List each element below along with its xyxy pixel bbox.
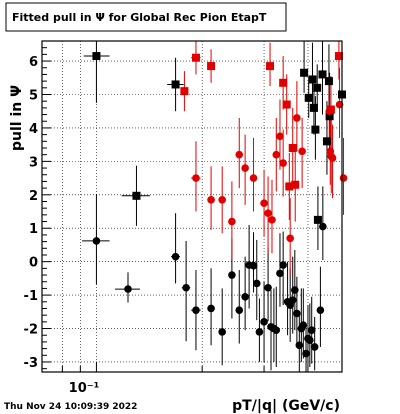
data-point-circle [302, 349, 310, 358]
data-point-circle [264, 209, 272, 217]
data-point-circle [276, 132, 284, 141]
y-tick-label: 3 [29, 155, 38, 170]
data-point-circle [291, 286, 299, 294]
data-point-circle [92, 237, 101, 245]
data-point-circle [171, 252, 180, 261]
data-point-square [191, 53, 200, 62]
footer-timestamp: Thu Nov 24 10:09:39 2022 [4, 402, 137, 412]
data-point-square [313, 83, 322, 92]
data-point-square [308, 75, 317, 84]
data-point-circle [124, 285, 132, 293]
y-axis-label: pull in Ψ [9, 85, 25, 151]
data-point-circle [295, 341, 304, 350]
data-point-circle [288, 296, 297, 304]
data-point-square [279, 78, 288, 87]
data-point-square [132, 191, 141, 200]
plot-frame [41, 40, 343, 373]
data-point-square [266, 62, 275, 71]
y-tick-label: 6 [29, 55, 38, 70]
data-point-circle [276, 269, 284, 278]
data-point-circle [286, 234, 294, 243]
data-point-circle [279, 159, 287, 167]
tick-layer: -3 -2 -1 0 1 2 3 4 5 6 [24, 47, 309, 372]
data-point-circle [228, 271, 236, 279]
data-point-circle [182, 283, 190, 292]
x-axis-label: pT/|q| (GeV/c) [232, 398, 340, 414]
data-point-square [325, 112, 334, 121]
data-point-circle [260, 199, 268, 207]
data-point-circle [328, 154, 337, 162]
x-tick-label-0.1: 10⁻¹ [69, 381, 100, 396]
data-point-circle [293, 114, 301, 122]
y-tick-label: 1 [29, 222, 38, 237]
data-point-square [334, 52, 343, 61]
data-point-circle [192, 174, 200, 182]
data-point-circle [252, 279, 261, 288]
y-tick-label: 2 [29, 189, 38, 204]
data-point-circle [272, 150, 281, 159]
data-point-square [313, 215, 322, 224]
data-point-square [282, 100, 291, 109]
y-tick-label: 0 [29, 256, 38, 271]
data-point-square [285, 182, 294, 191]
data-point-circle [260, 318, 268, 326]
title-box: Fitted pull in Ψ for Global Rec Pion Eta… [5, 2, 287, 32]
data-point-circle [279, 261, 287, 269]
title-frame [5, 2, 287, 32]
data-point-circle [325, 107, 334, 116]
data-point-circle [235, 150, 244, 159]
data-point-circle [241, 292, 249, 301]
data-point-square [311, 125, 320, 134]
data-point-circle [264, 283, 272, 292]
data-point-circle [255, 328, 264, 336]
data-point-circle [235, 306, 244, 314]
data-point-circle [218, 328, 226, 336]
data-point-circle [293, 309, 301, 318]
chart-title: Fitted pull in Ψ for Global Rec Pion Eta… [12, 11, 267, 24]
y-tick-label: -2 [24, 323, 38, 338]
y-tick-label: -1 [24, 289, 38, 304]
data-point-circle [207, 304, 215, 313]
data-point-square [180, 87, 189, 96]
data-point-square [291, 180, 300, 189]
data-point-circle [310, 343, 319, 351]
data-point-circle [272, 326, 281, 335]
data-point-circle [207, 196, 215, 204]
data-point-square [322, 137, 331, 146]
data-point-square [318, 70, 327, 79]
data-point-square [304, 93, 313, 102]
data-point-circle [298, 147, 306, 156]
data-point-circle [268, 216, 276, 224]
data-point-square [171, 80, 180, 89]
y-tick-label: 4 [29, 122, 38, 137]
data-point-circle [228, 217, 236, 226]
data-point-square [324, 77, 333, 86]
data-point-circle [249, 174, 258, 182]
data-point-square [92, 52, 101, 61]
y-tick-label: -3 [24, 356, 38, 371]
data-point-circle [316, 306, 325, 314]
data-point-square [288, 143, 297, 152]
data-point-circle [249, 261, 258, 270]
data-point-circle [306, 336, 314, 345]
data-point-circle [192, 306, 200, 314]
data-point-circle [218, 196, 226, 204]
markers-layer [92, 52, 348, 358]
data-point-square [300, 68, 309, 77]
data-point-circle [319, 222, 327, 231]
data-point-circle [241, 164, 249, 172]
data-point-circle [299, 321, 308, 329]
data-point-circle [339, 174, 348, 182]
data-point-square [207, 62, 216, 71]
y-tick-label: 5 [29, 88, 38, 103]
data-point-square [309, 103, 318, 112]
data-point-circle [307, 326, 316, 335]
